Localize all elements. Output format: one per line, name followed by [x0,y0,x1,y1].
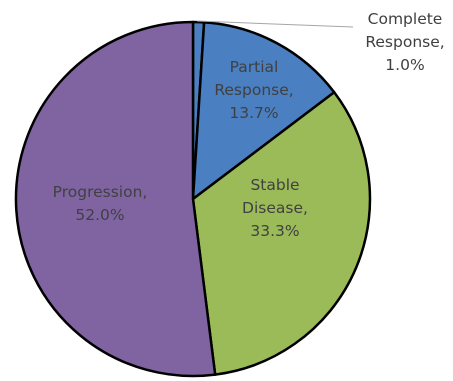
data-label-stable-disease: Stable Disease, 33.3% [242,176,308,240]
pie-slices [14,20,372,378]
pie-slice-progression [14,20,217,378]
data-label-progression: Progression, 52.0% [53,183,148,224]
pie-slice-partial-response [191,21,336,201]
pie-slice-stable-disease [191,91,372,376]
complete-response-leader-line [196,20,354,28]
pie-data-labels: Complete Response, 1.0% Partial Response, 13.… [53,10,445,240]
data-label-complete-response: Complete Response, 1.0% [365,10,444,74]
data-label-partial-response: Partial Response, 13.7% [214,58,293,122]
